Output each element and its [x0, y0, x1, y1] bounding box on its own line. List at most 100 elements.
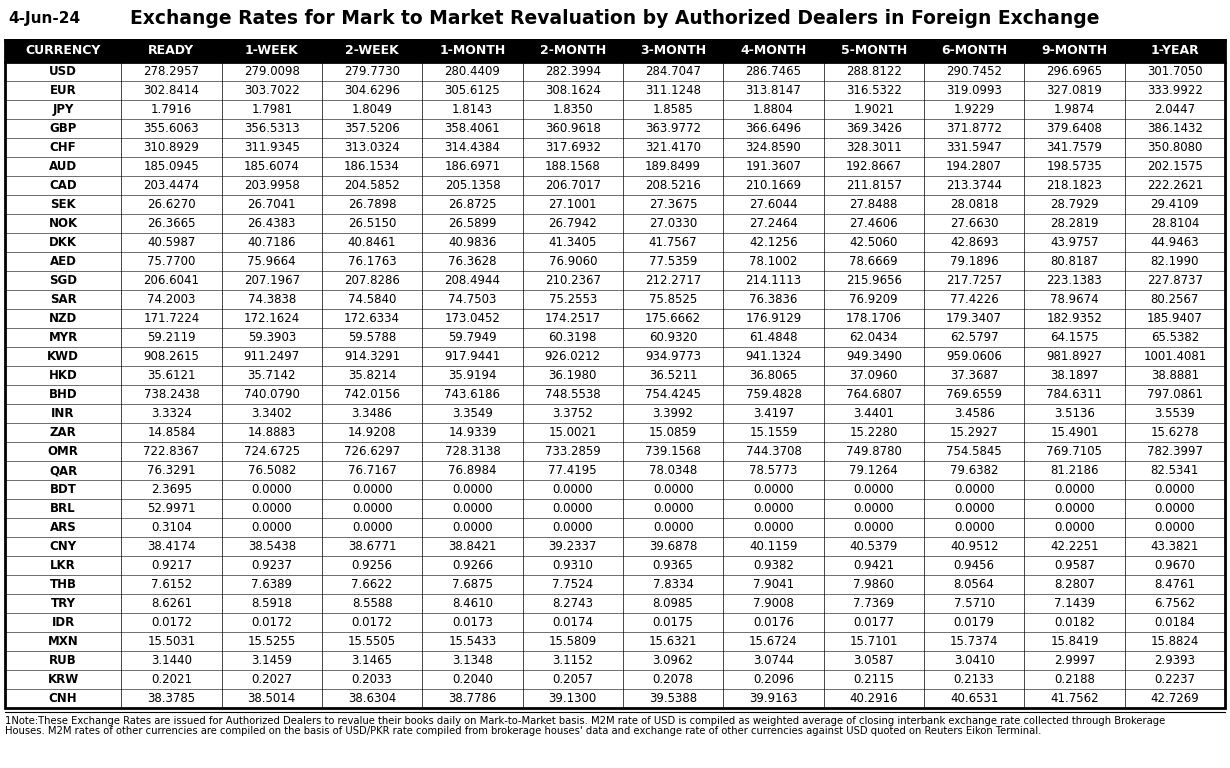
- Text: 38.7786: 38.7786: [448, 692, 497, 705]
- Bar: [5, 499, 1225, 518]
- Text: 331.5947: 331.5947: [946, 141, 1002, 154]
- Bar: [5, 119, 1225, 138]
- Text: 0.0000: 0.0000: [1155, 521, 1196, 534]
- Bar: [5, 556, 1225, 575]
- Text: 3.1459: 3.1459: [251, 654, 293, 667]
- Text: 3.3324: 3.3324: [151, 407, 192, 420]
- Text: 218.1823: 218.1823: [1047, 179, 1102, 192]
- Text: 728.3138: 728.3138: [444, 445, 501, 458]
- Text: 82.1990: 82.1990: [1150, 255, 1199, 268]
- Text: 0.0000: 0.0000: [552, 521, 593, 534]
- Text: 39.2337: 39.2337: [549, 540, 597, 553]
- Text: 15.5505: 15.5505: [348, 635, 396, 648]
- Text: SAR: SAR: [49, 293, 76, 306]
- Text: 769.7105: 769.7105: [1047, 445, 1102, 458]
- Text: 0.9266: 0.9266: [451, 559, 493, 572]
- Text: 76.8984: 76.8984: [448, 464, 497, 477]
- Bar: [5, 575, 1225, 594]
- Text: 217.7257: 217.7257: [946, 274, 1002, 287]
- Text: 174.2517: 174.2517: [545, 312, 600, 325]
- Text: 1.9229: 1.9229: [953, 103, 995, 116]
- Text: 65.5382: 65.5382: [1151, 331, 1199, 344]
- Text: 386.1432: 386.1432: [1146, 122, 1203, 135]
- Text: 223.1383: 223.1383: [1047, 274, 1102, 287]
- Text: 15.0859: 15.0859: [649, 426, 697, 439]
- Text: 14.9208: 14.9208: [348, 426, 396, 439]
- Text: 769.6559: 769.6559: [946, 388, 1002, 401]
- Text: IDR: IDR: [52, 616, 75, 629]
- Text: 2-MONTH: 2-MONTH: [540, 45, 606, 58]
- Text: 0.0000: 0.0000: [1054, 483, 1095, 496]
- Bar: [5, 366, 1225, 385]
- Text: 0.9310: 0.9310: [552, 559, 593, 572]
- Bar: [5, 594, 1225, 613]
- Text: 0.0000: 0.0000: [753, 521, 793, 534]
- Text: 2-WEEK: 2-WEEK: [346, 45, 399, 58]
- Text: 192.8667: 192.8667: [846, 160, 902, 173]
- Text: 35.7142: 35.7142: [247, 369, 296, 382]
- Text: 222.2621: 222.2621: [1146, 179, 1203, 192]
- Text: 214.1113: 214.1113: [745, 274, 802, 287]
- Text: 3.5539: 3.5539: [1155, 407, 1196, 420]
- Text: OMR: OMR: [48, 445, 79, 458]
- Text: 76.1763: 76.1763: [348, 255, 396, 268]
- Text: 0.0184: 0.0184: [1155, 616, 1196, 629]
- Text: 40.6531: 40.6531: [950, 692, 999, 705]
- Bar: [5, 100, 1225, 119]
- Text: 82.5341: 82.5341: [1150, 464, 1199, 477]
- Text: 38.6304: 38.6304: [348, 692, 396, 705]
- Text: 14.9339: 14.9339: [448, 426, 497, 439]
- Text: 179.3407: 179.3407: [946, 312, 1002, 325]
- Text: 0.0000: 0.0000: [953, 502, 995, 515]
- Text: 317.6932: 317.6932: [545, 141, 600, 154]
- Text: AED: AED: [49, 255, 76, 268]
- Bar: [5, 157, 1225, 176]
- Text: 3.0744: 3.0744: [753, 654, 795, 667]
- Bar: [5, 442, 1225, 461]
- Text: 0.2133: 0.2133: [953, 673, 995, 686]
- Text: BDT: BDT: [49, 483, 76, 496]
- Bar: [5, 423, 1225, 442]
- Text: 74.7503: 74.7503: [448, 293, 497, 306]
- Text: 27.6044: 27.6044: [749, 198, 798, 211]
- Text: 0.9217: 0.9217: [151, 559, 192, 572]
- Text: 15.0021: 15.0021: [549, 426, 597, 439]
- Text: 61.4848: 61.4848: [749, 331, 798, 344]
- Text: 79.1264: 79.1264: [850, 464, 898, 477]
- Text: 15.6321: 15.6321: [649, 635, 697, 648]
- Bar: [5, 138, 1225, 157]
- Text: 7.5710: 7.5710: [953, 597, 995, 610]
- Text: 738.2438: 738.2438: [144, 388, 199, 401]
- Text: 60.9320: 60.9320: [649, 331, 697, 344]
- Text: 0.2096: 0.2096: [753, 673, 795, 686]
- Text: 15.5255: 15.5255: [247, 635, 296, 648]
- Text: 3.1465: 3.1465: [352, 654, 392, 667]
- Text: 782.3997: 782.3997: [1146, 445, 1203, 458]
- Text: NOK: NOK: [48, 217, 77, 230]
- Text: 7.7369: 7.7369: [854, 597, 894, 610]
- Text: 52.9971: 52.9971: [148, 502, 196, 515]
- Text: 0.0172: 0.0172: [352, 616, 392, 629]
- Text: 3.3402: 3.3402: [251, 407, 293, 420]
- Text: 5-MONTH: 5-MONTH: [840, 45, 907, 58]
- Text: 280.4409: 280.4409: [444, 65, 501, 78]
- Text: 941.1324: 941.1324: [745, 350, 802, 363]
- Text: 7.9008: 7.9008: [753, 597, 793, 610]
- Text: 15.7101: 15.7101: [850, 635, 898, 648]
- Text: 8.5918: 8.5918: [251, 597, 293, 610]
- Text: 36.5211: 36.5211: [649, 369, 697, 382]
- Text: 210.2367: 210.2367: [545, 274, 600, 287]
- Text: 304.6296: 304.6296: [344, 84, 400, 97]
- Text: 27.1001: 27.1001: [549, 198, 597, 211]
- Text: 3.4401: 3.4401: [854, 407, 894, 420]
- Text: 722.8367: 722.8367: [144, 445, 199, 458]
- Bar: [5, 195, 1225, 214]
- Text: 363.9772: 363.9772: [645, 122, 701, 135]
- Text: 206.6041: 206.6041: [144, 274, 199, 287]
- Text: 3.4586: 3.4586: [953, 407, 995, 420]
- Text: 959.0606: 959.0606: [946, 350, 1002, 363]
- Bar: [5, 689, 1225, 708]
- Text: 7.1439: 7.1439: [1054, 597, 1095, 610]
- Text: 0.0000: 0.0000: [1054, 502, 1095, 515]
- Text: 286.7465: 286.7465: [745, 65, 802, 78]
